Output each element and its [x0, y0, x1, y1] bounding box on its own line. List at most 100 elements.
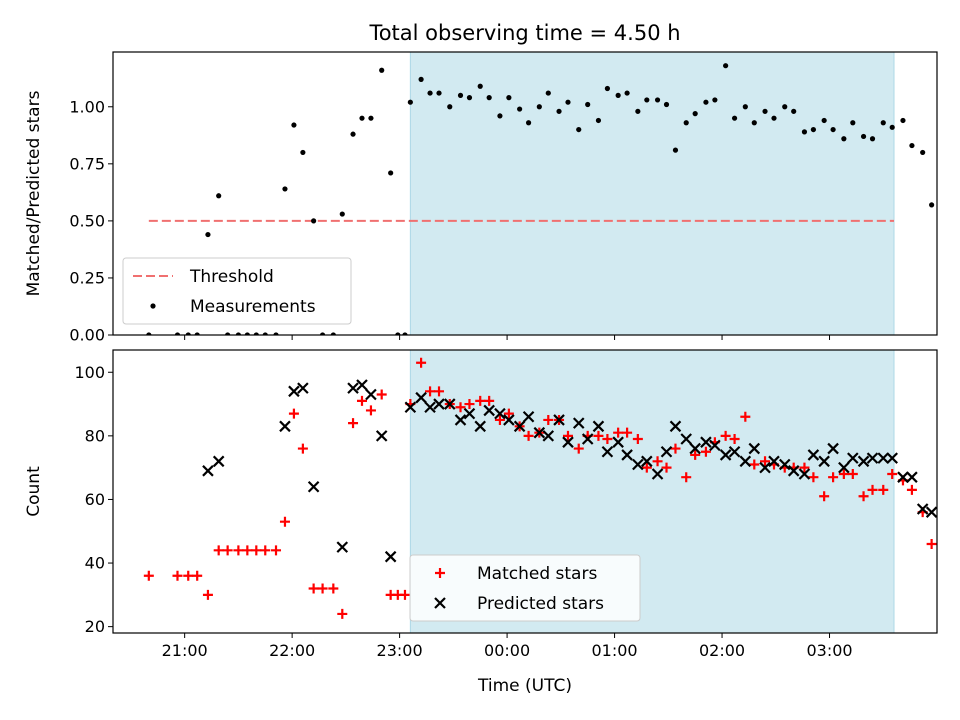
legend-measurements-swatch	[150, 303, 156, 309]
matched-star-point	[484, 395, 495, 406]
measurement-point	[350, 131, 356, 137]
predicted-star-point	[542, 430, 555, 442]
measurement-point	[447, 104, 453, 110]
matched-star-point	[233, 545, 244, 556]
predicted-star-point	[581, 433, 594, 445]
legend-predicted-label: Predicted stars	[477, 594, 604, 614]
y-tick-label: 20	[85, 617, 105, 636]
matched-star-point	[670, 443, 681, 454]
measurement-point	[388, 170, 394, 176]
measurement-point	[339, 211, 345, 217]
measurement-point	[900, 117, 906, 124]
x-axis-label: Time (UTC)	[477, 676, 572, 696]
matched-star-point	[937, 583, 947, 593]
predicted-star-point	[739, 455, 752, 468]
matched-star-point	[416, 357, 427, 368]
measurement-point	[359, 115, 365, 121]
matched-star-point	[543, 414, 554, 425]
measurement-point	[427, 90, 433, 96]
measurement-point	[477, 83, 483, 89]
predicted-star-point	[886, 452, 898, 464]
predicted-star-point	[847, 452, 859, 464]
matched-star-point	[202, 589, 213, 600]
x-tick-label: 23:00	[377, 641, 423, 660]
measurement-point	[545, 90, 551, 96]
measurement-point	[801, 129, 808, 135]
series-measurements	[146, 63, 935, 335]
measurement-point	[791, 108, 797, 114]
measurement-point	[751, 120, 757, 126]
matched-star-point	[847, 469, 858, 480]
predicted-star-point	[759, 461, 771, 474]
legend-box	[122, 257, 352, 325]
predicted-star-point	[897, 471, 909, 483]
y-tick-label: 0.25	[69, 268, 105, 287]
matched-star-point	[562, 430, 573, 441]
predicted-star-point	[336, 541, 349, 553]
predicted-star-point	[700, 436, 712, 448]
legend-measurements-label: Measurements	[190, 297, 316, 317]
observing-window-shade	[409, 52, 895, 335]
measurement-point	[762, 108, 768, 114]
x-tick-label: 22:00	[269, 641, 315, 660]
measurement-point	[235, 332, 241, 335]
measurement-point	[880, 120, 886, 126]
measurement-point	[330, 332, 336, 335]
measurement-point	[291, 122, 297, 128]
measurement-point	[782, 104, 788, 110]
matched-star-point	[288, 408, 299, 419]
y-tick-label: 100	[74, 363, 105, 382]
predicted-star-point	[916, 503, 929, 515]
matched-star-point	[213, 545, 224, 556]
matched-star-point	[622, 427, 633, 438]
measurement-point	[565, 99, 571, 105]
matched-star-point	[464, 399, 475, 410]
measurement-point	[556, 108, 562, 114]
x-tick-label: 03:00	[806, 641, 852, 660]
bottom-axes-frame	[112, 349, 938, 634]
measurement-point	[585, 101, 591, 108]
predicted-star-point	[787, 465, 800, 477]
series-predicted-stars	[202, 379, 937, 610]
legend-matched-label: Matched stars	[477, 564, 597, 584]
matched-star-point	[328, 583, 339, 594]
measurement-point	[253, 332, 259, 335]
matched-star-point	[926, 538, 937, 549]
measurement-point	[889, 124, 895, 130]
predicted-star-point	[443, 398, 456, 410]
measurement-point	[624, 90, 630, 96]
predicted-star-point	[522, 410, 535, 423]
y-axis-label: Matched/Predicted stars	[24, 90, 44, 296]
measurement-point	[810, 126, 817, 133]
predicted-star-point	[728, 445, 741, 458]
matched-star-point	[455, 402, 466, 413]
matched-star-point	[749, 459, 760, 470]
y-tick-label: 1.00	[69, 97, 105, 116]
matched-star-point	[348, 418, 359, 429]
predicted-star-point	[877, 452, 890, 464]
top-legend: Threshold Measurements	[122, 257, 352, 325]
matched-star-point	[337, 608, 348, 619]
matched-star-point	[573, 443, 584, 454]
measurement-point	[457, 92, 464, 98]
measurement-point	[368, 115, 374, 121]
matched-star-point	[376, 389, 387, 400]
measurement-point	[436, 90, 442, 96]
predicted-star-point	[433, 398, 445, 410]
measurement-point	[860, 133, 867, 140]
predicted-star-point	[202, 465, 214, 477]
matched-star-point	[867, 484, 878, 495]
matched-star-point	[690, 449, 701, 460]
matched-star-point	[356, 395, 367, 406]
measurement-point	[742, 104, 748, 110]
y-tick-label: 60	[85, 490, 105, 509]
matched-star-point	[365, 405, 376, 416]
measurement-point	[869, 136, 876, 142]
predicted-star-point	[562, 436, 574, 448]
predicted-star-point	[307, 480, 320, 493]
matched-star-point	[799, 462, 810, 473]
predicted-star-point	[483, 404, 495, 417]
measurement-point	[771, 115, 777, 121]
top-axes-frame	[112, 51, 938, 336]
measurement-point	[525, 120, 532, 126]
